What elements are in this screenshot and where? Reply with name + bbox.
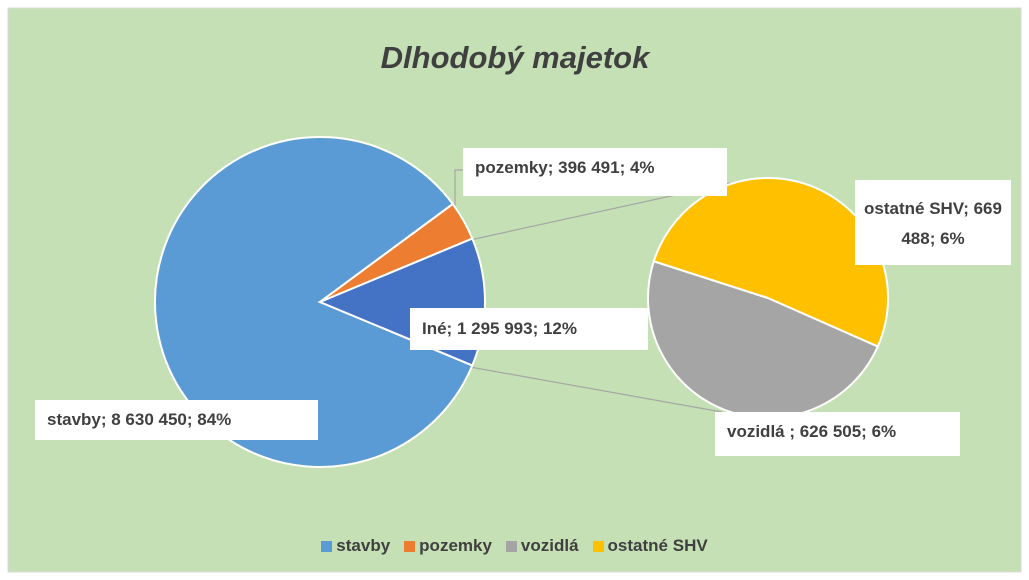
data-label: pozemky; 396 491; 4% [463, 148, 727, 196]
data-label: ostatné SHV; 669 488; 6% [855, 180, 1011, 265]
legend-swatch [321, 540, 333, 552]
connector [469, 366, 723, 413]
legend: stavby pozemky vozidlá ostatné SHV [0, 536, 1029, 556]
legend-item: stavby [321, 536, 390, 556]
legend-swatch [592, 540, 604, 552]
legend-swatch [505, 540, 517, 552]
legend-label: pozemky [419, 536, 492, 555]
legend-swatch [404, 540, 416, 552]
legend-label: ostatné SHV [607, 536, 708, 555]
pie-slice [647, 259, 880, 419]
legend-item: vozidlá [505, 536, 579, 556]
chart-title: Dlhodobý majetok [381, 40, 651, 75]
legend-label: stavby [336, 536, 391, 555]
data-label: vozidlá ; 626 505; 6% [715, 412, 960, 456]
leader-line [454, 169, 463, 214]
legend-item: ostatné SHV [592, 536, 708, 556]
legend-label: vozidlá [520, 536, 579, 555]
pie-slice [154, 136, 474, 468]
data-label: stavby; 8 630 450; 84% [35, 400, 318, 440]
pie-slice [652, 177, 889, 348]
legend-item: pozemky [404, 536, 492, 556]
data-label: Iné; 1 295 993; 12% [410, 308, 648, 350]
